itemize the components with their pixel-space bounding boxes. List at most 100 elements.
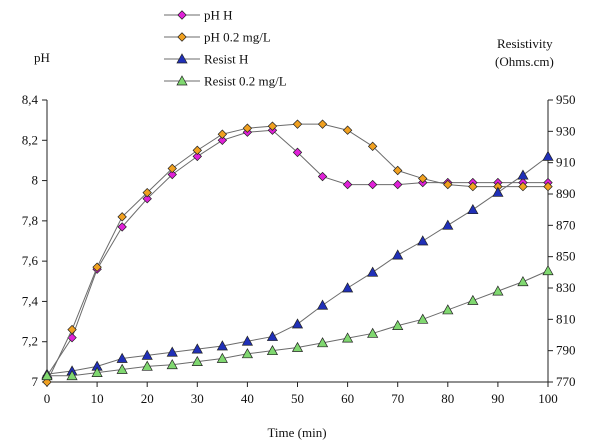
data-point: [317, 171, 328, 182]
data-point: [191, 355, 203, 366]
data-point: [417, 235, 429, 246]
y-left-tick-label: 7: [32, 374, 39, 389]
y-left-label: pH: [34, 50, 50, 65]
x-tick-label: 80: [441, 391, 454, 406]
data-point: [467, 294, 479, 305]
data-point: [342, 332, 354, 343]
data-point: [492, 285, 504, 296]
series-2: [41, 150, 554, 379]
legend-label: pH H: [204, 8, 233, 23]
data-point: [241, 348, 253, 359]
legend-label: Resist H: [204, 52, 248, 67]
data-point: [468, 181, 478, 192]
data-point: [216, 352, 228, 363]
data-point: [367, 179, 378, 190]
data-point: [116, 363, 128, 374]
x-tick-label: 40: [241, 391, 254, 406]
y-left-tick-label: 8: [32, 173, 39, 188]
data-point: [442, 304, 454, 315]
data-point: [292, 147, 303, 158]
data-point: [442, 219, 454, 230]
y-left-tick-label: 7,4: [22, 293, 39, 308]
data-point: [166, 346, 178, 357]
data-point: [266, 344, 279, 356]
data-point: [242, 123, 253, 133]
data-point: [167, 169, 177, 180]
y-right-tick-label: 950: [556, 92, 576, 107]
data-point: [117, 212, 127, 222]
y-right-unit: (Ohms.cm): [495, 54, 554, 69]
x-tick-label: 0: [44, 391, 51, 406]
data-point: [292, 119, 303, 129]
series-line: [46, 129, 548, 377]
data-point: [518, 181, 528, 192]
y-right-tick-label: 930: [556, 123, 576, 138]
data-point: [267, 121, 278, 131]
data-point: [41, 370, 53, 381]
data-point: [291, 318, 304, 329]
data-point: [66, 370, 78, 381]
data-point: [342, 125, 353, 135]
axes: 7 7,2 7,4 7,6 7,8 8 8,2 8,4 770 790 810 830 850 870 89…: [22, 92, 576, 406]
legend-marker: [177, 10, 187, 20]
x-tick-label: 100: [538, 391, 558, 406]
data-point: [141, 360, 153, 371]
data-point: [393, 179, 403, 190]
legend-marker: [176, 53, 188, 64]
data-point: [92, 262, 102, 272]
data-point: [217, 129, 228, 139]
series-3: [41, 265, 554, 381]
data-point: [417, 313, 429, 324]
data-point: [418, 173, 428, 184]
x-tick-label: 20: [141, 391, 154, 406]
data-point: [492, 186, 504, 197]
data-point: [191, 343, 203, 354]
x-axis-label: Time (min): [267, 425, 326, 440]
data-point: [392, 249, 404, 260]
x-tick-label: 70: [391, 391, 404, 406]
data-point: [342, 179, 353, 190]
y-left-tick-label: 8,2: [22, 132, 38, 147]
data-point: [192, 145, 202, 156]
data-point: [367, 141, 378, 152]
data-point: [241, 335, 253, 346]
data-point: [317, 119, 328, 129]
series-1: [42, 119, 553, 387]
y-right-label: Resistivity: [497, 36, 553, 51]
data-point: [142, 194, 152, 204]
data-point: [67, 324, 77, 335]
data-point: [517, 169, 529, 180]
y-right-tick-label: 850: [556, 249, 576, 264]
y-left-tick-label: 7,8: [22, 213, 38, 228]
y-right-tick-label: 830: [556, 280, 576, 295]
legend-marker: [177, 32, 187, 42]
data-point: [517, 276, 529, 287]
data-point: [316, 337, 329, 348]
y-left-tick-label: 7,6: [22, 253, 39, 268]
data-point: [217, 135, 228, 145]
data-point: [216, 340, 228, 351]
data-point: [392, 319, 404, 330]
data-point: [367, 266, 379, 277]
x-tick-label: 30: [191, 391, 204, 406]
data-point: [117, 222, 127, 232]
y-right-tick-label: 770: [556, 374, 576, 389]
y-right-tick-label: 810: [556, 311, 576, 326]
data-point: [166, 359, 178, 370]
y-right-tick-label: 790: [556, 343, 576, 358]
data-point: [443, 179, 453, 190]
x-tick-label: 90: [491, 391, 504, 406]
data-point: [142, 187, 152, 198]
legend-label: pH 0.2 mg/L: [204, 30, 271, 45]
y-left-tick-label: 7,2: [22, 334, 38, 349]
x-tick-label: 50: [291, 391, 304, 406]
data-point: [116, 352, 128, 363]
data-point: [542, 265, 554, 276]
x-tick-label: 10: [91, 391, 104, 406]
y-left-tick-label: 8,4: [22, 92, 39, 107]
data-point: [316, 299, 329, 310]
data-point: [342, 282, 354, 293]
data-point: [367, 327, 379, 338]
y-right-tick-label: 870: [556, 217, 576, 232]
